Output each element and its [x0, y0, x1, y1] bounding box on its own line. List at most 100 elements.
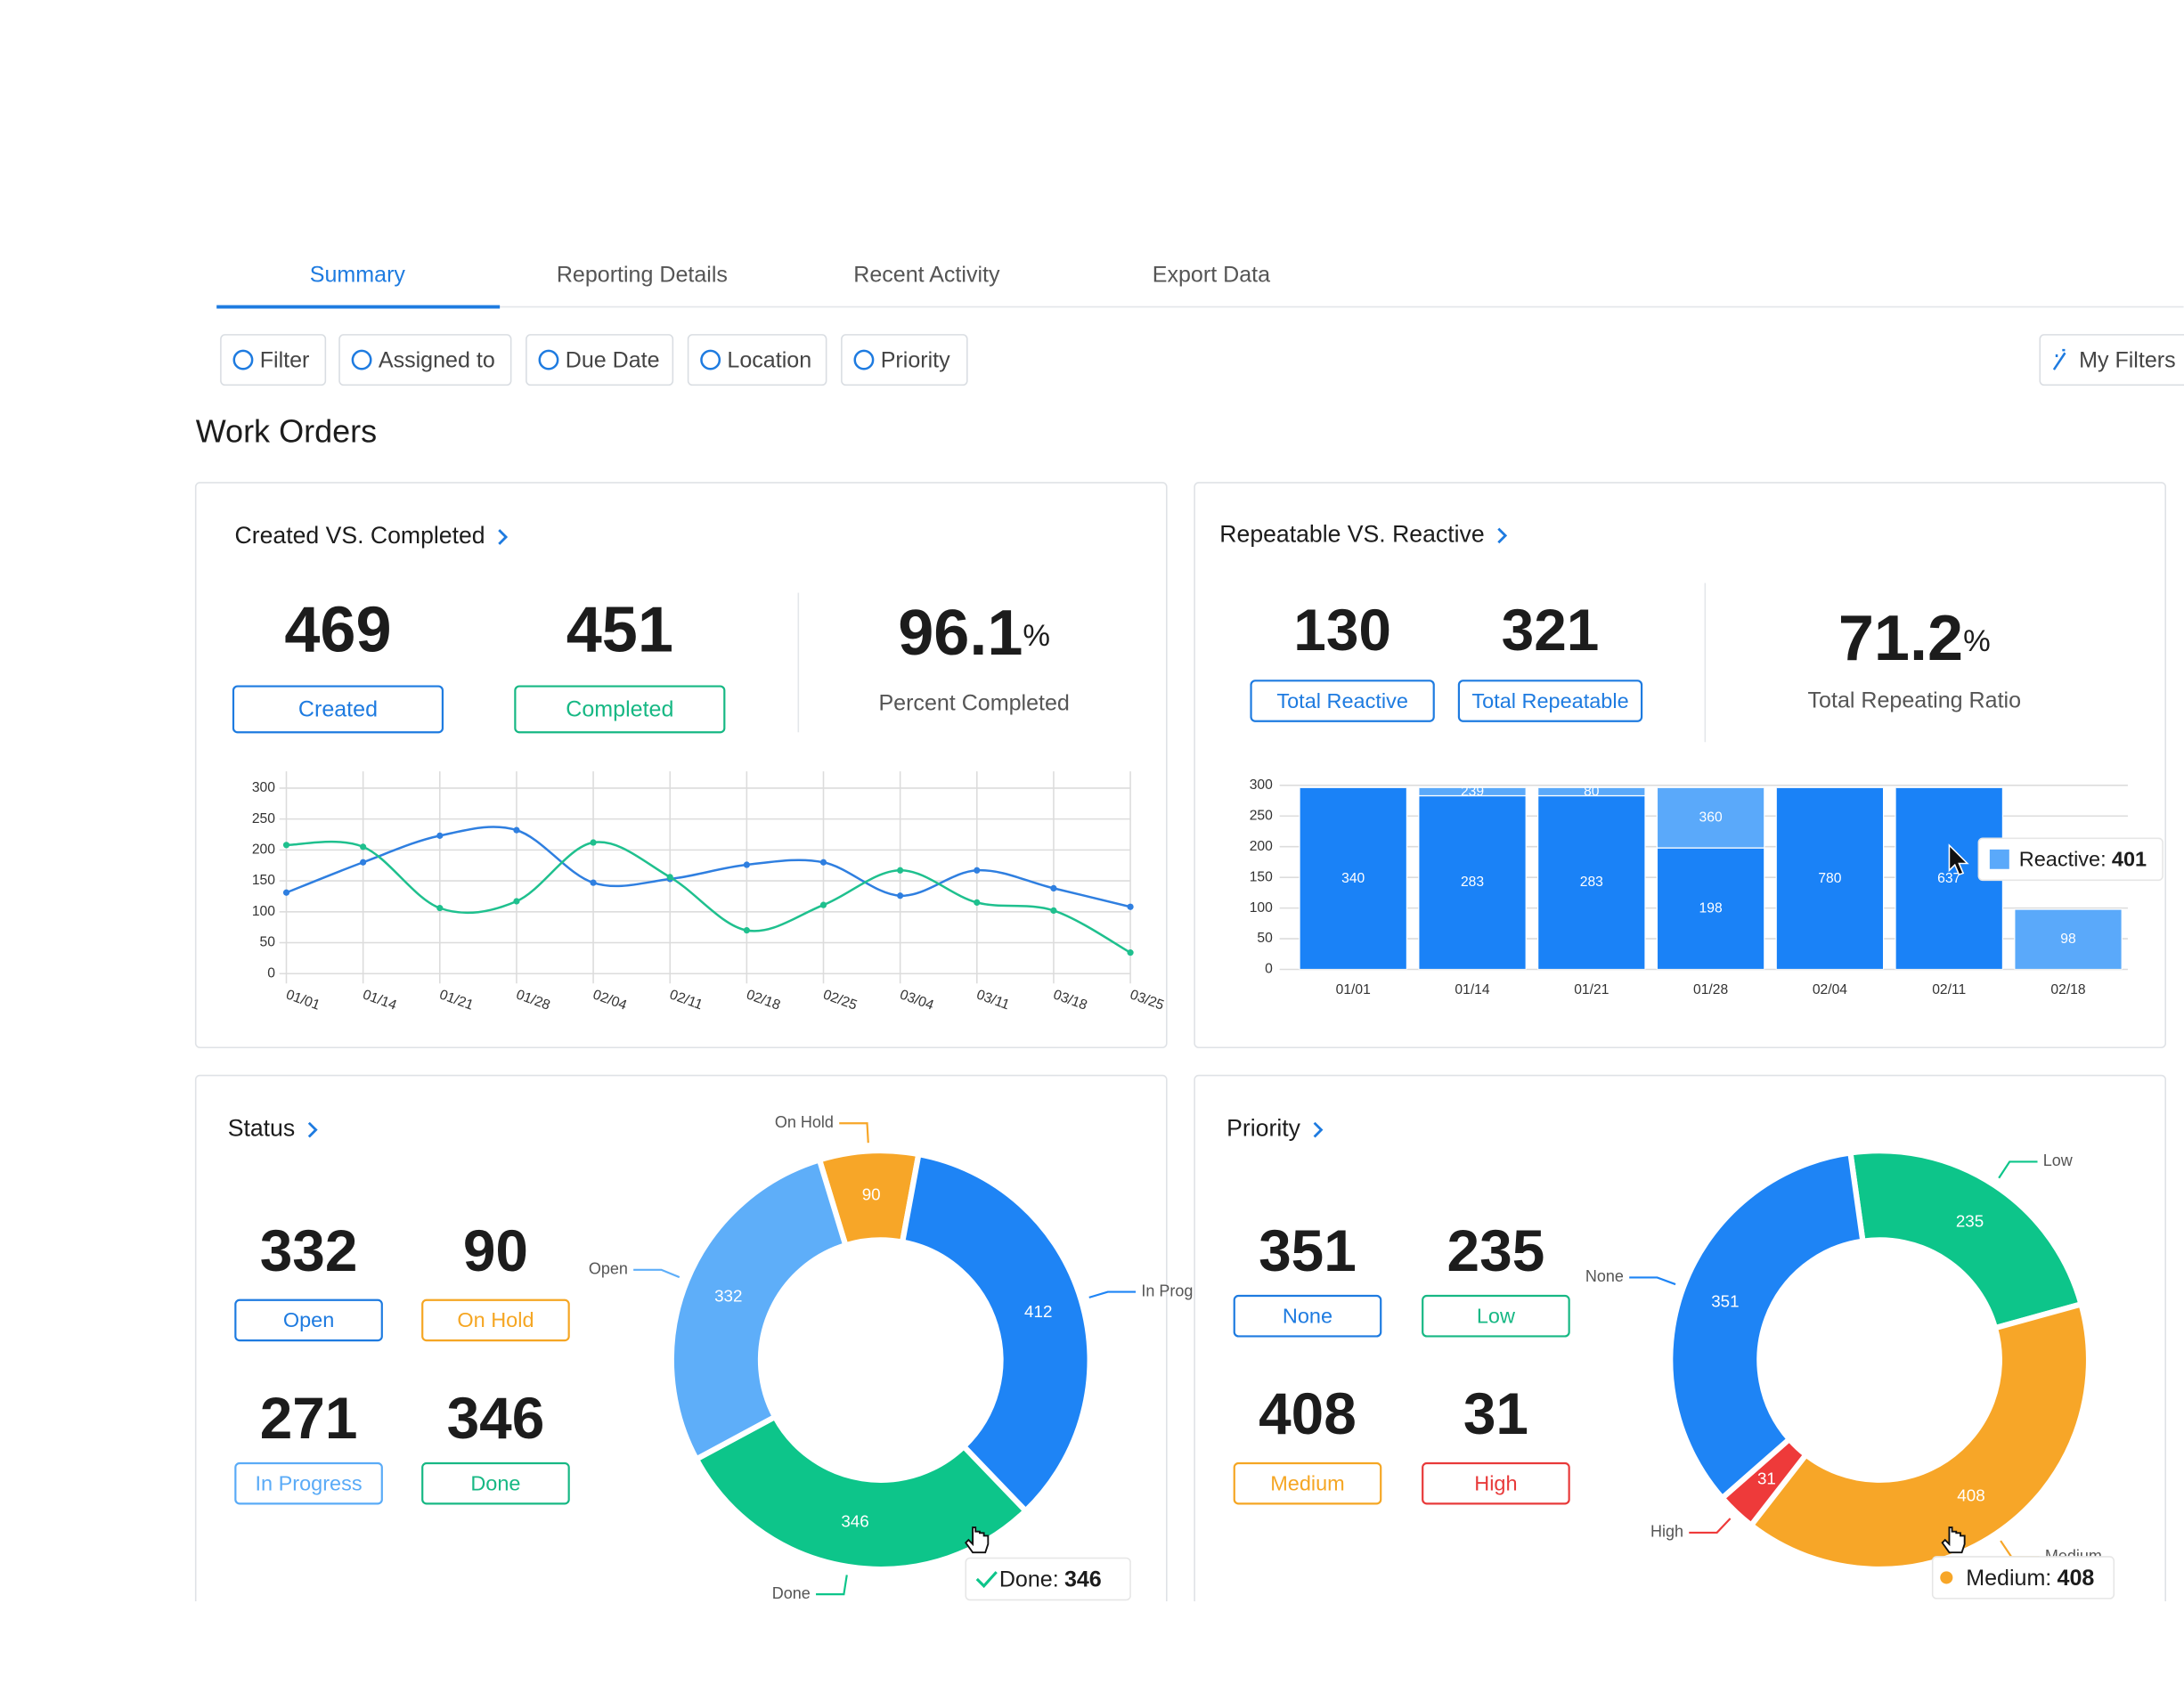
x-tick-label: 01/01 — [1336, 982, 1371, 997]
filter-button[interactable] — [841, 334, 968, 387]
stat-pill[interactable] — [421, 1461, 570, 1505]
line-point — [436, 905, 444, 912]
stat-pill[interactable] — [1233, 1294, 1382, 1338]
tooltip-value: 401 — [2112, 848, 2147, 871]
stat-label: On Hold — [457, 1308, 534, 1331]
bars — [1299, 787, 2123, 970]
stat-pill[interactable] — [1422, 1294, 1570, 1338]
line-point — [897, 892, 904, 899]
bar-segment — [1656, 847, 1765, 970]
stat-label: In Progress — [256, 1471, 363, 1494]
ratio: 71.2% — [1838, 603, 1991, 674]
donut-slice[interactable] — [693, 1413, 1029, 1573]
tooltip-text: Medium: 408 — [1966, 1566, 2094, 1591]
hand-cursor — [1941, 1526, 1966, 1554]
donut-slice[interactable] — [668, 1157, 849, 1462]
stat-value: 351 — [1259, 1217, 1357, 1283]
bar-label: 198 — [1699, 900, 1723, 916]
leader-line — [1998, 1160, 2038, 1179]
stat-value: 31 — [1463, 1380, 1528, 1446]
stat-value: 469 — [284, 595, 391, 666]
stat-pill[interactable] — [1250, 680, 1435, 722]
bottom-fade — [0, 1601, 2184, 1685]
line-point — [819, 901, 827, 908]
tab[interactable]: Reporting Details — [557, 263, 728, 288]
bar-segment — [2014, 908, 2123, 970]
filter-button[interactable] — [687, 334, 827, 387]
card-title[interactable]: Created VS. Completed — [235, 522, 485, 549]
donut-slice[interactable] — [1847, 1148, 2084, 1331]
slice-label: 408 — [1957, 1486, 1984, 1505]
card-title[interactable]: Priority — [1226, 1115, 1300, 1142]
line-point — [743, 861, 750, 868]
y-tick-label: 200 — [252, 842, 275, 857]
card-title[interactable]: Repeatable VS. Reactive — [1219, 520, 1484, 547]
filter-button[interactable] — [338, 334, 512, 387]
line-point — [974, 899, 981, 906]
chevron[interactable] — [1497, 527, 1508, 544]
x-tick-label: 01/21 — [1574, 982, 1609, 997]
stat-label: Completed — [566, 697, 673, 722]
line-point — [282, 842, 290, 849]
ratio-label: Percent Completed — [878, 691, 1069, 716]
bar-label: 283 — [1580, 875, 1603, 890]
page-title: Work Orders — [196, 413, 377, 450]
x-tick-label: 02/18 — [2050, 982, 2085, 997]
stat-pill[interactable] — [234, 1298, 383, 1342]
stat-label: Total Repeatable — [1471, 689, 1628, 712]
chevron[interactable] — [307, 1121, 318, 1138]
stat-pill[interactable] — [232, 685, 444, 734]
filter-button[interactable] — [526, 334, 674, 387]
filter-button[interactable] — [220, 334, 327, 387]
stat-pill[interactable] — [234, 1461, 383, 1505]
bar-segment — [1656, 787, 1765, 849]
tab[interactable]: Summary — [310, 263, 406, 288]
stat-value: 451 — [566, 595, 673, 666]
bar-segment — [1536, 787, 1646, 797]
stat-pill[interactable] — [514, 685, 726, 734]
stat-pill[interactable] — [1422, 1461, 1570, 1505]
donut-slice[interactable] — [1667, 1150, 1866, 1502]
donut-slice[interactable] — [900, 1151, 1093, 1514]
y-tick-label: 150 — [1250, 869, 1273, 884]
bar-label: 340 — [1341, 871, 1365, 886]
tooltip: Reactive: 401 — [1948, 837, 2164, 882]
slice-category: High — [1650, 1523, 1683, 1541]
donut-slice[interactable] — [1748, 1301, 2092, 1573]
y-tick-label: 50 — [1257, 931, 1273, 946]
chevron[interactable] — [1313, 1121, 1324, 1138]
tab[interactable]: Recent Activity — [853, 263, 1000, 288]
tooltip-check — [975, 1571, 998, 1589]
bar-segment — [1299, 787, 1408, 970]
line-point — [590, 879, 597, 886]
slice-label: 31 — [1757, 1469, 1776, 1488]
line-point — [590, 839, 597, 846]
tooltip-text: Reactive: 401 — [2019, 848, 2147, 871]
x-tick-label: 01/14 — [1455, 982, 1489, 997]
tooltip-value: 408 — [2058, 1566, 2095, 1591]
card — [194, 482, 1168, 1049]
stat-label: Medium — [1270, 1471, 1345, 1494]
stat-label: Created — [298, 697, 378, 722]
filter-label: Filter — [260, 347, 310, 372]
card-title[interactable]: Status — [228, 1115, 295, 1142]
line-point — [360, 859, 367, 866]
chevron[interactable] — [498, 529, 509, 545]
bar-label: 80 — [1584, 784, 1600, 799]
tooltip-swatch — [1989, 849, 2009, 869]
tab[interactable]: Export Data — [1153, 263, 1270, 288]
tooltip-box — [1931, 1556, 2115, 1600]
bar-segment — [1775, 787, 1885, 970]
my-filters-button[interactable] — [2039, 334, 2184, 387]
bar-segment — [1418, 794, 1527, 970]
line-point — [436, 832, 444, 839]
slice-category: Done — [772, 1584, 811, 1602]
stat-pill[interactable] — [1457, 680, 1643, 722]
stat-label: None — [1283, 1305, 1332, 1328]
stat-pill[interactable] — [1233, 1461, 1382, 1505]
stat-pill[interactable] — [421, 1298, 570, 1342]
tooltip-value: 346 — [1064, 1567, 1102, 1591]
filter-label: Assigned to — [379, 347, 495, 372]
cursor — [1948, 843, 1969, 875]
tooltip-box — [1977, 837, 2164, 882]
